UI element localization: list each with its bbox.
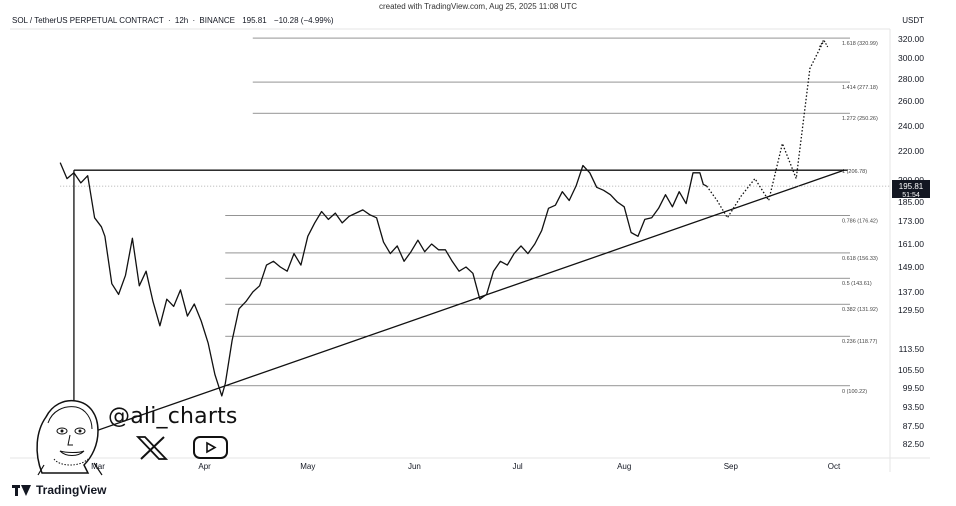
price-line	[59, 162, 707, 397]
price-tick-label: 93.50	[903, 402, 925, 412]
price-tick-label: 137.00	[898, 287, 924, 297]
symbol-name[interactable]: SOL / TetherUS PERPETUAL CONTRACT	[12, 16, 164, 25]
time-tick-label: May	[300, 462, 315, 471]
exchange: BINANCE	[199, 16, 235, 25]
price-change: −10.28 (−4.99%)	[273, 16, 334, 25]
fib-level-label: 0.236 (118.77)	[842, 339, 878, 345]
projection-path	[706, 40, 825, 220]
projection-arrowhead	[819, 38, 829, 48]
time-axis: Mar Apr May Jun Jul Aug Sep Oct	[91, 462, 841, 471]
time-tick-label: Jul	[512, 462, 522, 471]
price-badge: 195.81 51:54	[892, 180, 930, 199]
time-tick-label: Apr	[198, 462, 211, 471]
pattern-lines: 1 (206.78)	[60, 169, 890, 456]
fib-level-label: 0 (100.22)	[842, 389, 867, 395]
price-tick-label: 82.50	[903, 439, 925, 449]
tradingview-brand[interactable]: TradingView	[12, 483, 106, 497]
price-tick-label: 320.00	[898, 34, 924, 44]
price-tick-label: 280.00	[898, 74, 924, 84]
price-tick-label: 105.50	[898, 365, 924, 375]
youtube-icon[interactable]	[193, 436, 228, 459]
price-tick-label: 149.00	[898, 262, 924, 272]
price-tick-label: 87.50	[903, 421, 925, 431]
author-avatar	[36, 399, 103, 476]
time-tick-label: Oct	[828, 462, 841, 471]
price-axis: 320.00300.00280.00260.00240.00220.00200.…	[898, 34, 924, 449]
price-series	[59, 38, 829, 397]
currency-label[interactable]: USDT	[902, 16, 924, 25]
time-tick-label: Mar	[91, 462, 105, 471]
price-tick-label: 161.00	[898, 239, 924, 249]
price-tick-label: 300.00	[898, 53, 924, 63]
fib-level-label: 0.786 (176.42)	[842, 219, 878, 225]
price-tick-label: 240.00	[898, 121, 924, 131]
price-tick-label: 220.00	[898, 146, 924, 156]
price-tick-label: 260.00	[898, 96, 924, 106]
separator: ·	[192, 16, 196, 25]
price-tick-label: 173.00	[898, 216, 924, 226]
fib-level-label: 1.414 (277.18)	[842, 85, 878, 91]
support-trendline	[69, 169, 845, 441]
time-tick-label: Sep	[724, 462, 739, 471]
time-tick-label: Jun	[408, 462, 421, 471]
last-price: 195.81	[242, 16, 267, 25]
tradingview-wordmark: TradingView	[36, 483, 107, 497]
fib-level-label: 0.618 (156.33)	[842, 256, 878, 262]
price-badge-countdown: 51:54	[902, 192, 920, 199]
author-handle: @ali_charts	[108, 404, 238, 429]
time-tick-label: Aug	[617, 462, 631, 471]
price-tick-label: 129.50	[898, 305, 924, 315]
fib-level-label: 0.5 (143.61)	[842, 281, 872, 287]
resistance-label: 1 (206.78)	[842, 169, 867, 175]
fib-level-label: 1.618 (320.99)	[842, 41, 878, 47]
symbol-header: SOL / TetherUS PERPETUAL CONTRACT · 12h …	[12, 16, 336, 25]
price-badge-price: 195.81	[899, 182, 924, 191]
fib-level-label: 0.382 (131.92)	[842, 307, 878, 313]
price-tick-label: 99.50	[903, 383, 925, 393]
interval[interactable]: 12h	[174, 16, 189, 25]
price-tick-label: 113.50	[899, 344, 925, 354]
price-tick-label: 185.00	[898, 197, 924, 207]
price-badge-box	[892, 180, 930, 198]
tradingview-logo-icon	[12, 484, 32, 496]
fib-level-label: 1.272 (250.26)	[842, 116, 878, 122]
separator: ·	[167, 16, 171, 25]
x-twitter-icon[interactable]	[135, 436, 169, 460]
created-with-note: created with TradingView.com, Aug 25, 20…	[378, 2, 578, 11]
fib-levels: 1.618 (320.99) 1.414 (277.18) 1.272 (250.2…	[225, 37, 878, 395]
